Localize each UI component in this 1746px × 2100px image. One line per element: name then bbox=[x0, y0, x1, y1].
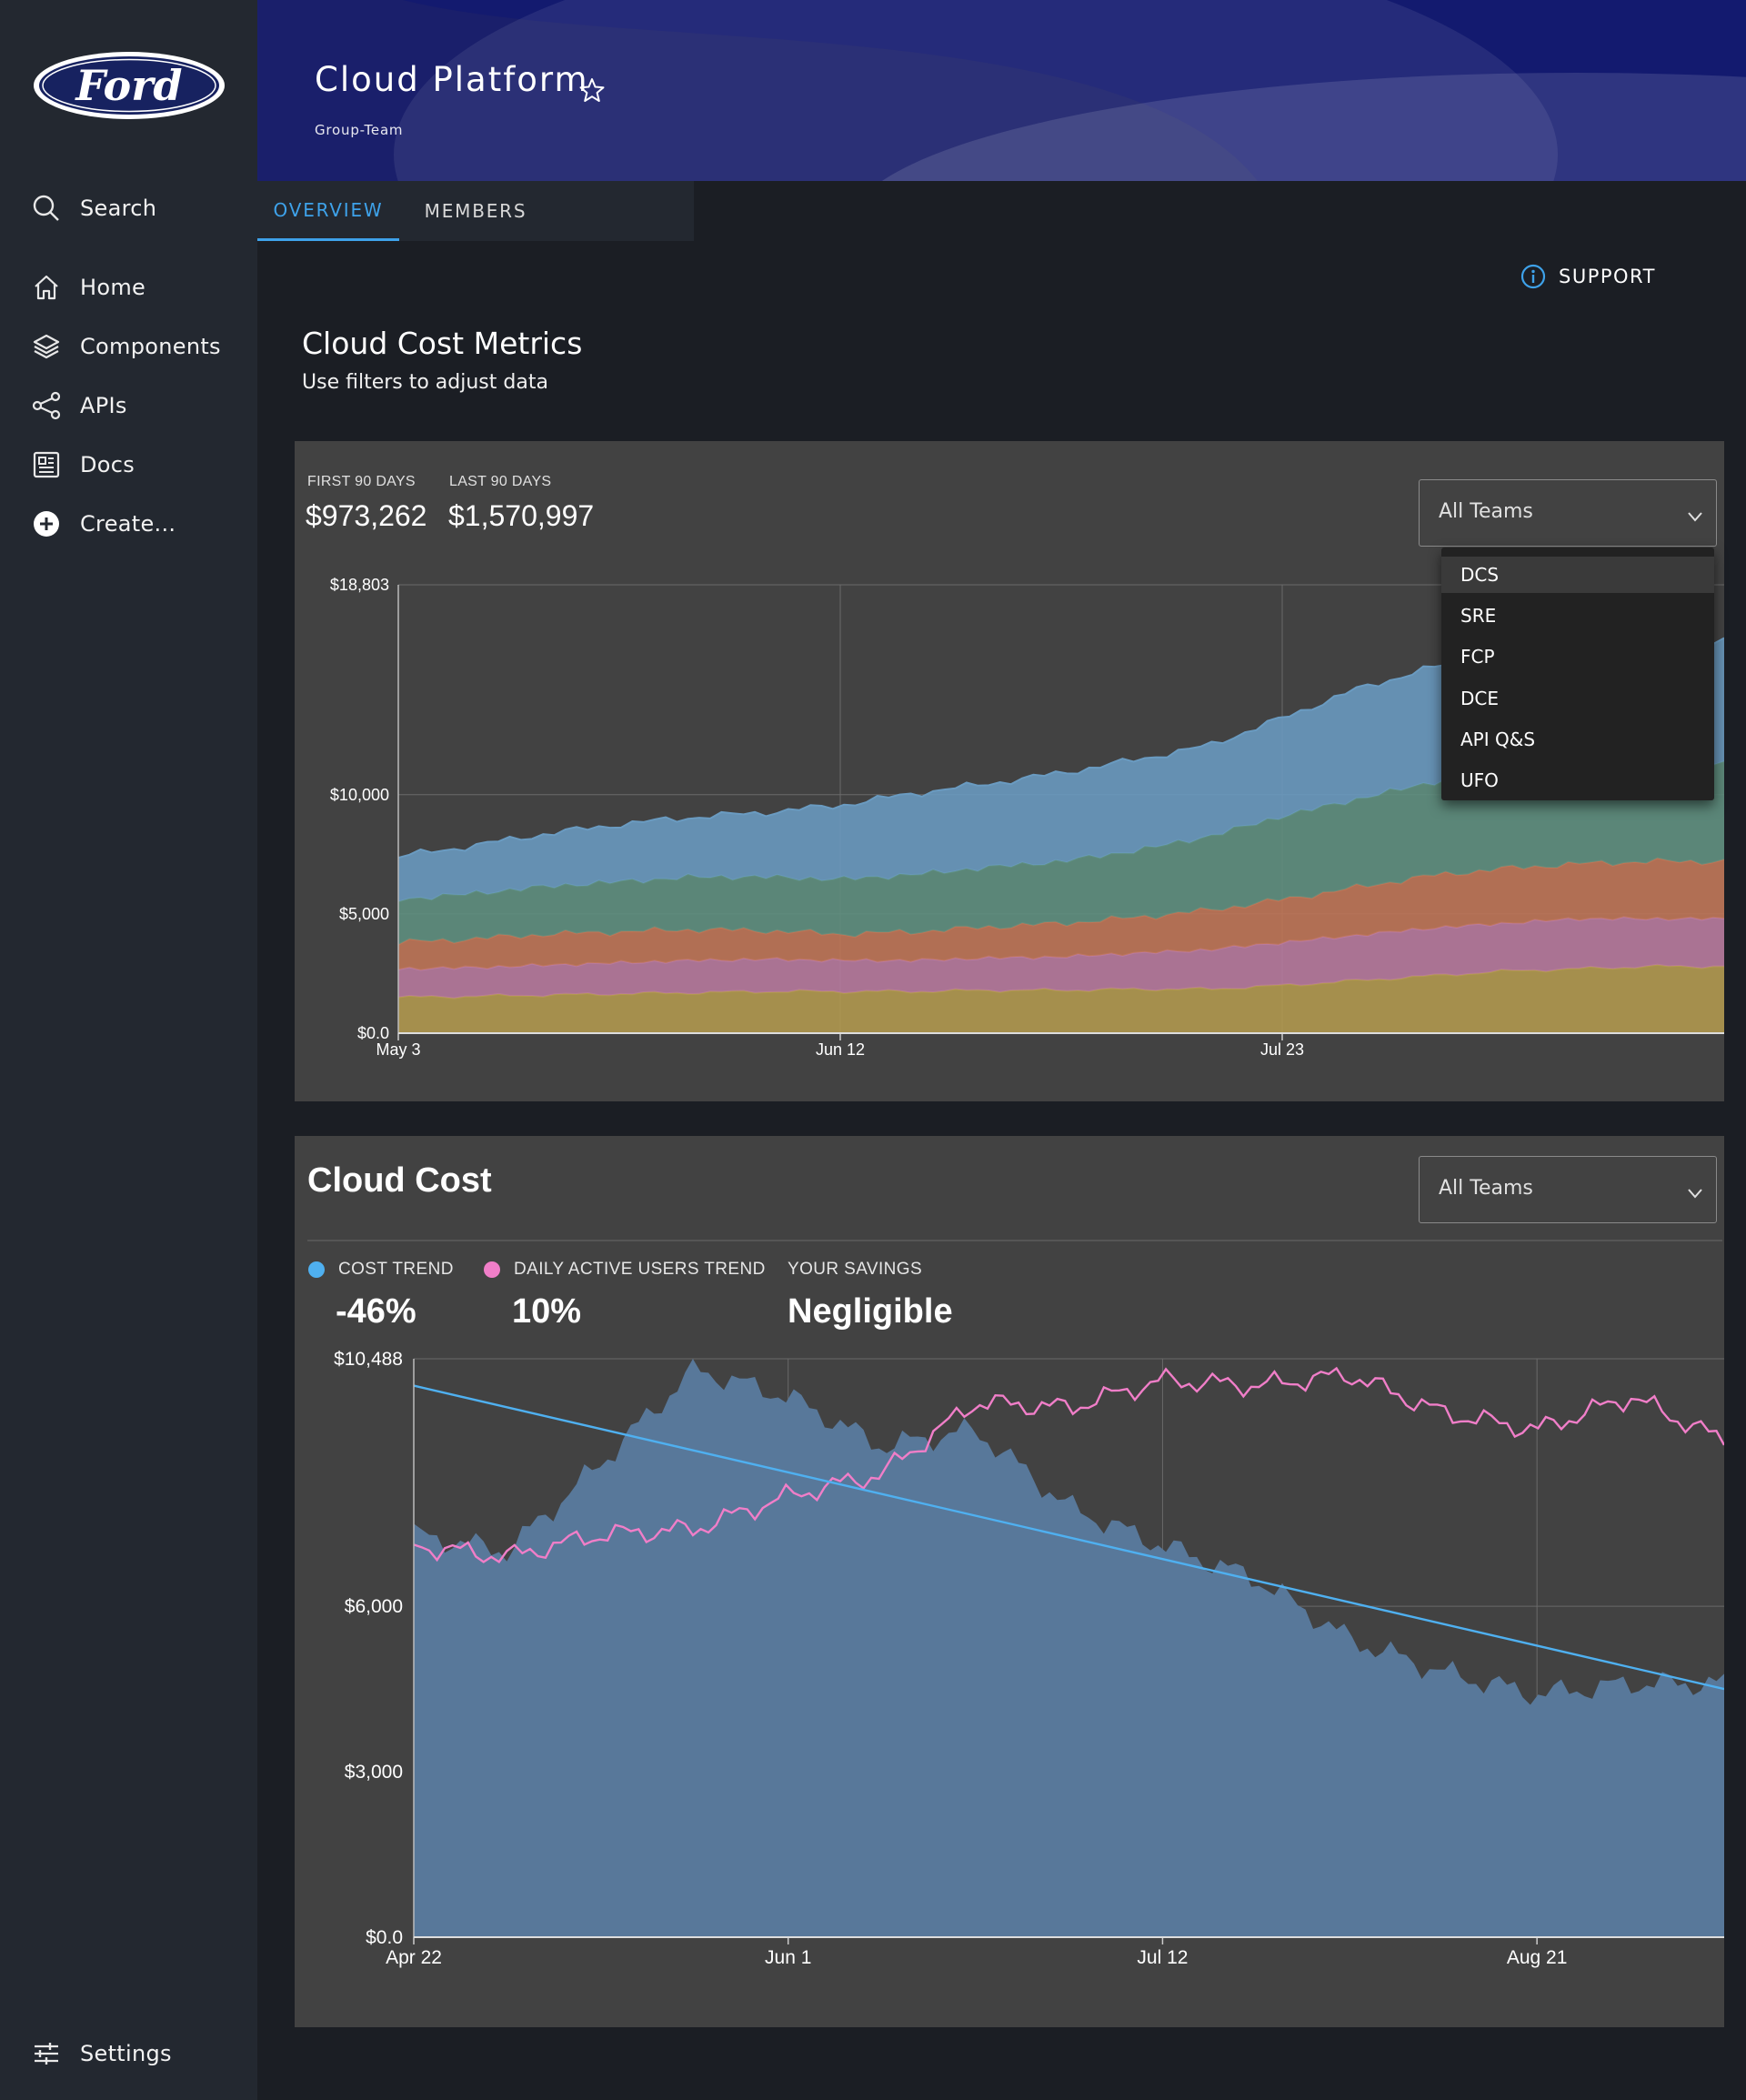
first-90-days-value: $973,262 bbox=[306, 499, 427, 532]
cloud-cost-metrics-card: FIRST 90 DAYS $973,262 LAST 90 DAYS $1,5… bbox=[295, 441, 1724, 1101]
y-tick-label: $6,000 bbox=[345, 1596, 403, 1617]
ford-logo[interactable]: Ford bbox=[31, 49, 227, 122]
sidebar-item-label: Home bbox=[80, 275, 146, 300]
area-series-1 bbox=[398, 964, 1724, 1033]
chevron-down-icon bbox=[1688, 1189, 1702, 1199]
last-90-days-value: $1,570,997 bbox=[448, 499, 595, 532]
x-tick-label: Apr 22 bbox=[386, 1947, 442, 1968]
x-tick-label: Jul 12 bbox=[1137, 1947, 1188, 1968]
chevron-down-icon bbox=[1688, 512, 1702, 522]
tab-bar: OVERVIEW MEMBERS bbox=[257, 181, 1746, 241]
sidebar-item-search[interactable]: Search bbox=[31, 188, 156, 228]
team-select[interactable]: All Teams bbox=[1419, 1156, 1717, 1223]
area-series-4 bbox=[398, 761, 1724, 945]
sidebar-item-label: Docs bbox=[80, 452, 135, 477]
area-series-5 bbox=[398, 638, 1724, 902]
first-90-days-label: FIRST 90 DAYS bbox=[307, 474, 416, 489]
y-tick-label: $10,000 bbox=[330, 786, 389, 804]
x-tick-label: Jun 1 bbox=[765, 1947, 811, 1968]
sidebar-item-label: Create... bbox=[80, 511, 176, 537]
team-select[interactable]: All Teams bbox=[1419, 479, 1717, 547]
stacked-area-chart: $0.0 $5,000 $10,000 $18,803 May 3 Jun 12 Jul 2… bbox=[330, 576, 1724, 1059]
sidebar-item-label: APIs bbox=[80, 393, 127, 418]
sidebar-item-docs[interactable]: Docs bbox=[31, 445, 135, 485]
dau-trend-dot bbox=[484, 1261, 500, 1278]
y-tick-label: $10,488 bbox=[334, 1349, 403, 1370]
y-tick-label: $0.0 bbox=[366, 1927, 403, 1948]
divider bbox=[307, 1240, 1722, 1241]
dau-trend-line bbox=[413, 1366, 1724, 1564]
dropdown-option-api-qs[interactable]: API Q&S bbox=[1460, 728, 1536, 750]
info-icon bbox=[1520, 264, 1546, 289]
dau-trend-label: DAILY ACTIVE USERS TREND bbox=[514, 1260, 766, 1279]
x-tick-label: Jul 23 bbox=[1260, 1040, 1304, 1059]
section-subtitle: Use filters to adjust data bbox=[302, 371, 548, 394]
savings-value: Negligible bbox=[788, 1292, 953, 1331]
dropdown-option-dcs[interactable]: DCS bbox=[1441, 557, 1714, 593]
sidebar: Ford Search Home Components APIs Docs bbox=[0, 0, 257, 2100]
dropdown-option-ufo[interactable]: UFO bbox=[1460, 769, 1499, 791]
cost-trend-line bbox=[413, 1384, 1724, 1691]
sidebar-item-create[interactable]: Create... bbox=[31, 504, 176, 544]
sidebar-item-settings[interactable]: Settings bbox=[31, 2034, 172, 2074]
cost-trend-label: COST TREND bbox=[338, 1260, 454, 1279]
dropdown-option-sre[interactable]: SRE bbox=[1460, 605, 1497, 627]
tab-members[interactable]: MEMBERS bbox=[424, 200, 527, 222]
area-series-3 bbox=[398, 858, 1724, 970]
y-tick-label: $0.0 bbox=[357, 1024, 389, 1042]
sidebar-item-label: Settings bbox=[80, 2041, 172, 2066]
y-tick-label: $5,000 bbox=[339, 905, 389, 923]
layers-icon bbox=[31, 331, 62, 362]
header-background bbox=[394, 0, 1746, 181]
card-title: Cloud Cost bbox=[307, 1161, 492, 1200]
page-title: Cloud Platform bbox=[315, 60, 589, 99]
svg-text:Ford: Ford bbox=[74, 61, 182, 110]
docs-icon bbox=[31, 449, 62, 480]
share-icon bbox=[31, 390, 62, 421]
dropdown-option-fcp[interactable]: FCP bbox=[1460, 646, 1495, 668]
x-tick-label: Jun 12 bbox=[816, 1040, 865, 1059]
search-icon bbox=[31, 193, 62, 224]
section-title: Cloud Cost Metrics bbox=[302, 326, 583, 361]
dropdown-option-dce[interactable]: DCE bbox=[1460, 688, 1500, 709]
savings-label: YOUR SAVINGS bbox=[788, 1260, 923, 1279]
star-icon[interactable] bbox=[578, 76, 606, 104]
x-tick-label: May 3 bbox=[376, 1040, 420, 1059]
team-dropdown-menu: DCS SRE FCP DCE API Q&S UFO bbox=[1441, 548, 1714, 800]
tab-overview[interactable]: OVERVIEW bbox=[257, 181, 399, 241]
cost-area bbox=[414, 1359, 1724, 1937]
dau-trend-value: 10% bbox=[512, 1292, 582, 1331]
last-90-days-label: LAST 90 DAYS bbox=[449, 474, 552, 489]
sidebar-item-label: Components bbox=[80, 334, 221, 359]
support-label: SUPPORT bbox=[1559, 266, 1656, 287]
team-select-value: All Teams bbox=[1439, 1177, 1533, 1200]
y-tick-label: $3,000 bbox=[345, 1762, 403, 1783]
page-subtitle: Group-Team bbox=[315, 122, 404, 138]
support-link[interactable]: SUPPORT bbox=[1520, 264, 1656, 289]
sidebar-item-apis[interactable]: APIs bbox=[31, 386, 127, 426]
cloud-cost-card: Cloud Cost All Teams COST TREND -46% DAI… bbox=[295, 1136, 1724, 2027]
x-tick-label: Aug 21 bbox=[1507, 1947, 1568, 1968]
y-tick-label: $18,803 bbox=[330, 576, 389, 594]
page-header: Cloud Platform Group-Team bbox=[257, 0, 1746, 181]
cost-trend-dot bbox=[308, 1261, 325, 1278]
plus-circle-icon bbox=[31, 508, 62, 539]
sidebar-item-components[interactable]: Components bbox=[31, 327, 221, 367]
tabs: OVERVIEW MEMBERS bbox=[257, 181, 694, 241]
team-select-value: All Teams bbox=[1439, 500, 1533, 523]
sidebar-item-home[interactable]: Home bbox=[31, 267, 146, 307]
home-icon bbox=[31, 272, 62, 303]
cost-trend-value: -46% bbox=[336, 1292, 416, 1331]
sidebar-item-label: Search bbox=[80, 196, 157, 221]
sliders-icon bbox=[31, 2038, 62, 2069]
cloud-cost-chart: $0.0 $3,000 $6,000 $10,488 Apr 22 Jun 1 Jul 12… bbox=[334, 1349, 1724, 1968]
